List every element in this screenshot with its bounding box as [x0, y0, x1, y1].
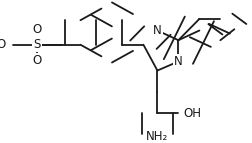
Text: N: N — [174, 55, 183, 68]
Text: S: S — [34, 38, 41, 51]
Text: NH₂: NH₂ — [146, 130, 169, 143]
Text: OH: OH — [183, 107, 201, 120]
Text: O: O — [0, 38, 6, 51]
Text: O: O — [33, 23, 42, 36]
Text: N: N — [153, 24, 162, 37]
Text: O: O — [33, 54, 42, 67]
